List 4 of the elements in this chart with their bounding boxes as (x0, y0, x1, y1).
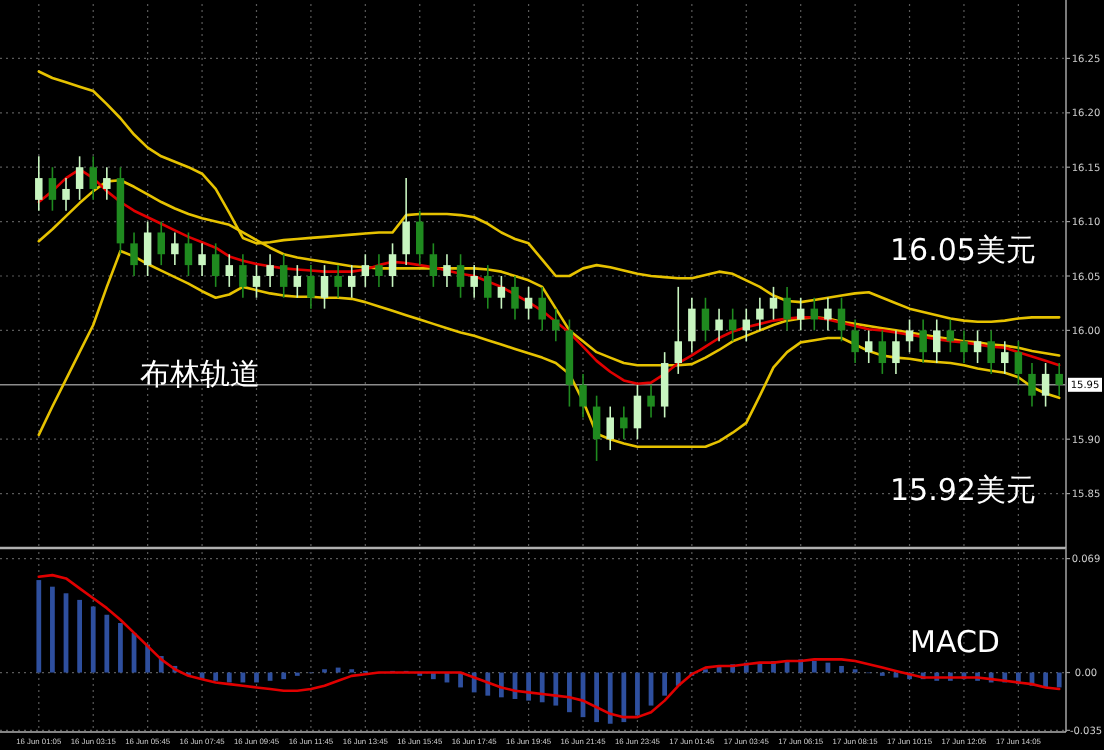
annotation: 布林轨道 (140, 356, 260, 392)
annotation: 16.05美元 (890, 232, 1036, 268)
annotation: MACD (910, 624, 1000, 660)
annotation: 15.92美元 (890, 472, 1036, 508)
